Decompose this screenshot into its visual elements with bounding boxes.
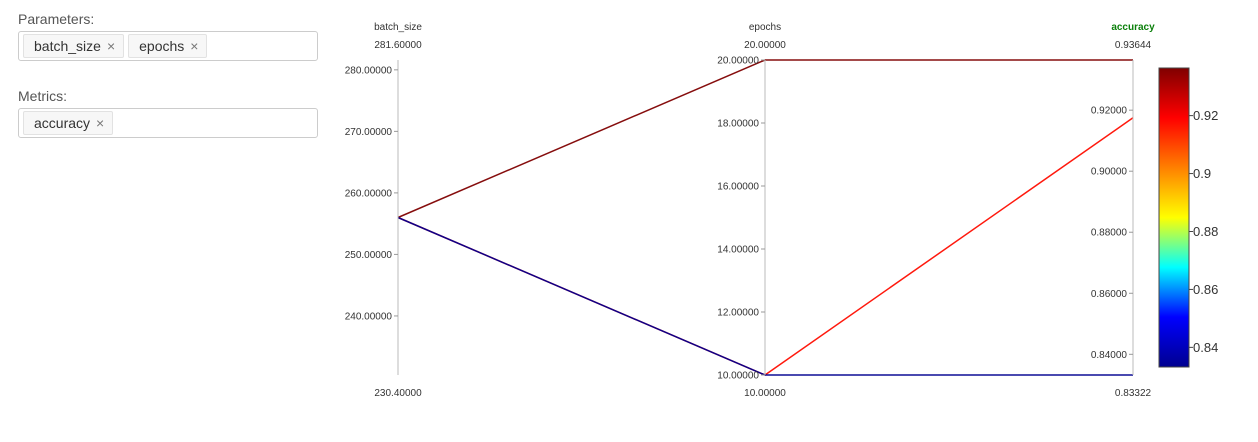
tick-label: 0.90000 (1091, 167, 1128, 178)
tick-label: 250.00000 (345, 250, 393, 261)
remove-icon[interactable]: × (190, 38, 199, 54)
tick-label: 16.00000 (717, 182, 759, 193)
tick-label: 10.00000 (717, 371, 759, 382)
axis-max-label-batch_size: 281.60000 (374, 40, 422, 51)
axis-min-label-accuracy: 0.83322 (1115, 388, 1152, 399)
tick-label: 280.00000 (345, 65, 393, 76)
colorbar-tick-label: 0.84 (1193, 340, 1218, 355)
axis-min-label-batch_size: 230.40000 (374, 388, 422, 399)
colorbar-tick-label: 0.9 (1193, 166, 1211, 181)
metrics-select[interactable]: accuracy × (18, 108, 318, 138)
axis-title-epochs: epochs (749, 22, 781, 33)
axis-title-accuracy: accuracy (1111, 22, 1155, 33)
tag-label: accuracy (34, 115, 91, 131)
metric-tag-accuracy: accuracy × (23, 111, 114, 135)
tag-label: epochs (139, 38, 185, 54)
parameter-tag-batch-size: batch_size × (23, 34, 125, 58)
tick-label: 240.00000 (345, 311, 393, 322)
tick-label: 260.00000 (345, 188, 393, 199)
tick-label: 0.84000 (1091, 350, 1128, 361)
colorbar-tick-label: 0.88 (1193, 224, 1218, 239)
tick-label: 18.00000 (717, 119, 759, 130)
metrics-label: Metrics: (18, 88, 67, 104)
axis-max-label-accuracy: 0.93644 (1115, 40, 1152, 51)
tick-label: 12.00000 (717, 308, 759, 319)
tick-label: 14.00000 (717, 245, 759, 256)
tick-label: 270.00000 (345, 127, 393, 138)
tick-label: 0.92000 (1091, 106, 1128, 117)
axis-title-batch_size: batch_size (374, 22, 422, 33)
tick-label: 20.00000 (717, 56, 759, 67)
colorbar-tick-label: 0.86 (1193, 282, 1218, 297)
remove-icon[interactable]: × (96, 115, 105, 131)
selection-panel: Parameters: batch_size × epochs × Metric… (18, 0, 318, 138)
parameter-tag-epochs: epochs × (128, 34, 208, 58)
tick-label: 0.88000 (1091, 228, 1128, 239)
tick-label: 0.86000 (1091, 289, 1128, 300)
colorbar (1158, 67, 1190, 368)
axis-min-label-epochs: 10.00000 (744, 388, 786, 399)
axis-max-label-epochs: 20.00000 (744, 40, 786, 51)
remove-icon[interactable]: × (106, 38, 116, 54)
parameters-label: Parameters: (18, 11, 95, 27)
parameters-select[interactable]: batch_size × epochs × (18, 31, 318, 61)
tag-label: batch_size (34, 38, 101, 54)
colorbar-tick-label: 0.92 (1193, 108, 1218, 123)
